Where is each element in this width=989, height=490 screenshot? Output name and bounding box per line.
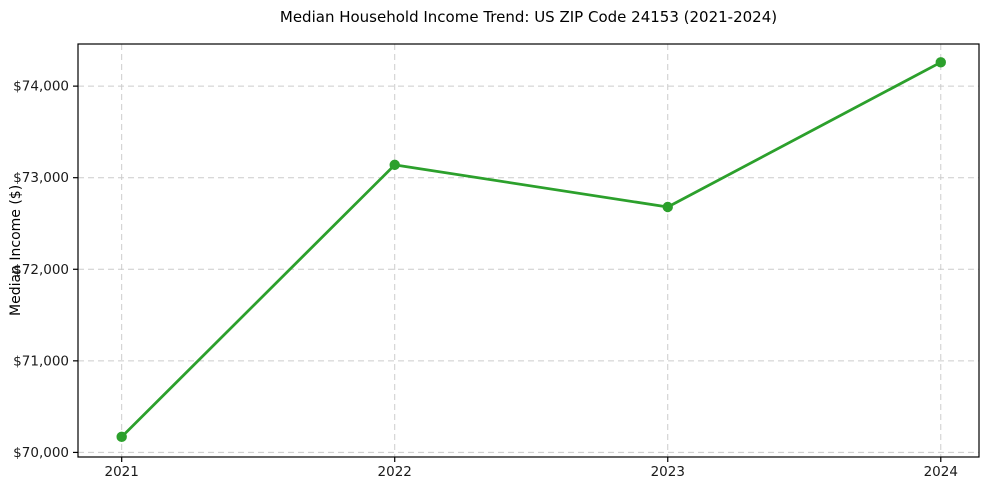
y-tick-label: $70,000	[13, 445, 69, 461]
data-point-marker	[389, 159, 400, 171]
x-tick-label: 2022	[378, 464, 412, 480]
y-tick-label: $74,000	[13, 79, 69, 95]
y-tick-label: $73,000	[13, 170, 69, 186]
y-tick-label: $72,000	[13, 262, 69, 278]
data-point-marker	[116, 431, 127, 443]
plot-border	[77, 43, 980, 458]
data-point-marker	[662, 201, 673, 213]
chart-title: Median Household Income Trend: US ZIP Co…	[279, 8, 778, 26]
x-tick-label: 2024	[924, 464, 958, 480]
x-tick-label: 2021	[105, 464, 139, 480]
data-point-marker	[935, 57, 946, 68]
y-axis-label: Median Income ($)	[8, 184, 24, 317]
x-tick-label: 2023	[651, 464, 685, 480]
trend-line	[120, 60, 943, 439]
y-tick-label: $71,000	[13, 353, 69, 369]
